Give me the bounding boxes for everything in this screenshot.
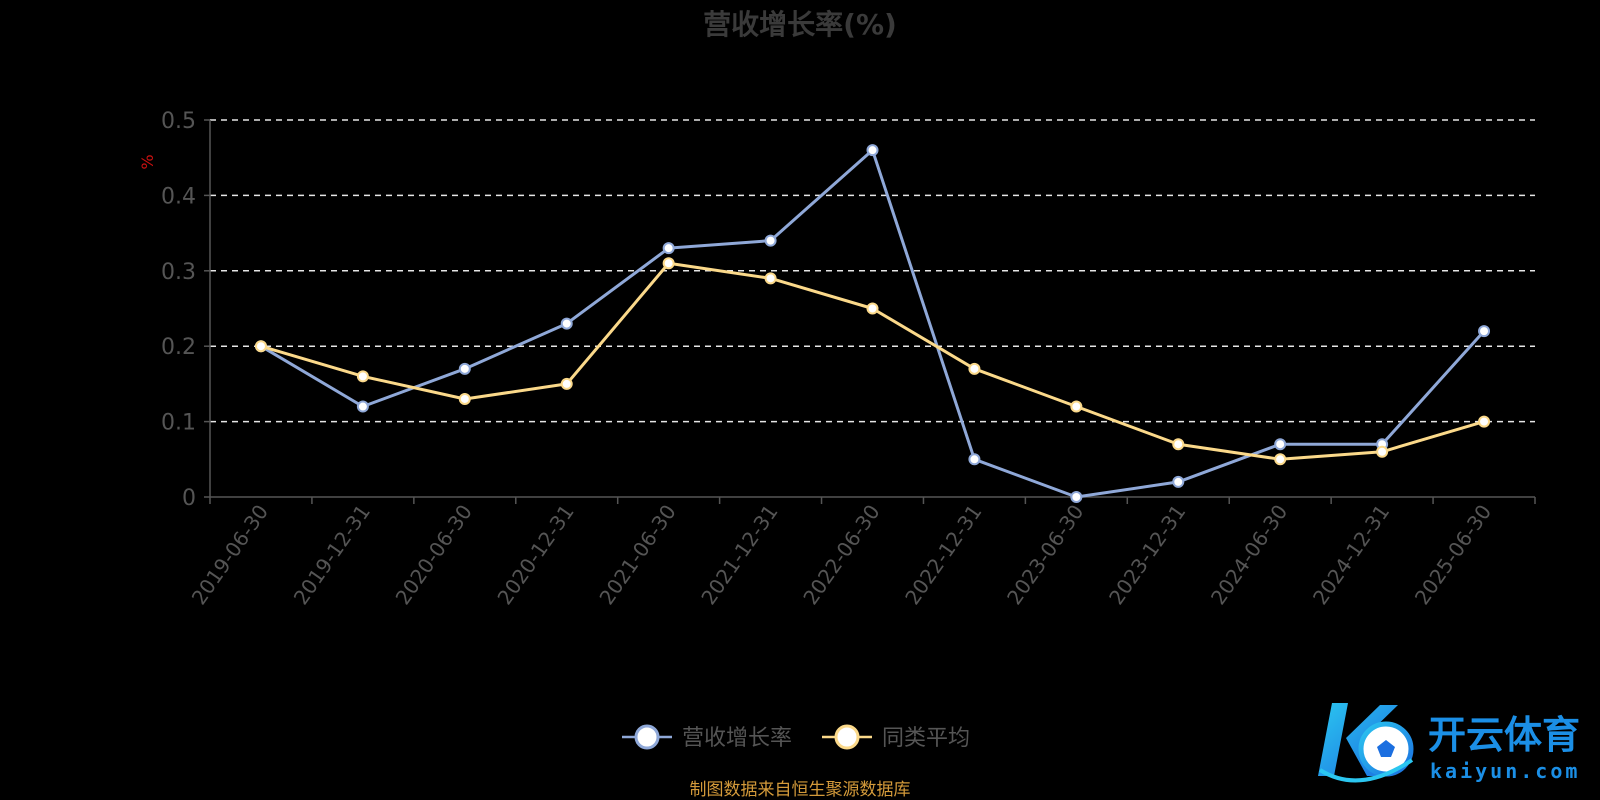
legend: 营收增长率 同类平均 [622,724,970,751]
x-tick-label: 2024-12-31 [1308,500,1394,609]
data-source-note: 制图数据来自恒生聚源数据库 [690,780,911,800]
series-0-point [1478,325,1491,338]
x-tick-label: 2025-06-30 [1410,500,1496,609]
legend-label-revenue-growth: 营收增长率 [682,726,792,751]
logo-swoosh [1318,758,1414,783]
series-1-point [356,370,369,383]
legend-marker-peer-average [834,724,860,750]
series-0-point [560,317,573,330]
axes [209,120,1535,498]
series-1-point [1274,453,1287,466]
x-tick-label: 2020-12-31 [492,500,578,609]
series-1-point [458,392,471,405]
series-1-point [560,377,573,390]
series-1-point [1376,445,1389,458]
series-0-point [458,362,471,375]
x-tick-label: 2019-06-30 [187,500,273,609]
series-0-point [866,144,879,157]
grid-lines [210,119,1535,423]
x-tick-label: 2019-12-31 [289,500,375,609]
x-tick-label: 2020-06-30 [391,500,477,609]
x-tick-label: 2022-06-30 [798,500,884,609]
y-tick-label: 0.3 [161,260,196,285]
x-tick-label: 2022-12-31 [900,500,986,609]
legend-marker-revenue-growth [634,724,660,750]
logo-k-shape [1318,703,1398,776]
y-axis-ticks: 0 0.1 0.2 0.3 0.4 0.5 [161,109,210,511]
x-tick-label: 2023-12-31 [1104,500,1190,609]
soccer-ball-patch [1377,740,1395,757]
y-axis-unit-label: % [138,154,157,169]
series-1-point [764,272,777,285]
y-tick-label: 0.5 [161,109,196,134]
series-line-1 [260,261,1485,461]
x-tick-label: 2023-06-30 [1002,500,1088,609]
x-tick-label: 2024-06-30 [1206,500,1292,609]
y-tick-label: 0.2 [161,335,196,360]
series-lines [254,144,1491,503]
y-tick-label: 0.4 [161,184,196,209]
series-1-point [866,302,879,315]
series-0-point [968,453,981,466]
series-line-0 [260,148,1486,499]
series-1-point [968,362,981,375]
series-1-point [662,257,675,270]
legend-item-peer-average[interactable]: 同类平均 [822,724,970,751]
series-0-point [662,242,675,255]
series-0-point [356,400,369,413]
x-tick-label: 2021-12-31 [696,500,782,609]
x-tick-label: 2021-06-30 [594,500,680,609]
chart-title: 营收增长率(%) [703,8,897,41]
series-0-point [1172,475,1185,488]
series-0-point [1070,491,1083,503]
legend-item-revenue-growth[interactable]: 营收增长率 [622,724,792,751]
logo-english-text: kaiyun.com [1430,759,1580,783]
series-0-point [764,234,777,247]
logo-chinese-text: 开云体育 [1428,713,1580,757]
series-1-point [254,340,267,353]
series-1-point [1172,438,1185,451]
x-axis-ticks: 2019-06-30 2019-12-31 2020-06-30 2020-12-31… [187,497,1536,609]
y-tick-label: 0 [182,486,196,511]
legend-label-peer-average: 同类平均 [882,726,970,751]
series-1-point [1478,415,1491,428]
kaiyun-logo: 开云体育 kaiyun.com [1318,703,1580,783]
series-0-point [1274,438,1287,451]
y-tick-label: 0.1 [161,411,196,436]
series-1-point [1070,400,1083,413]
